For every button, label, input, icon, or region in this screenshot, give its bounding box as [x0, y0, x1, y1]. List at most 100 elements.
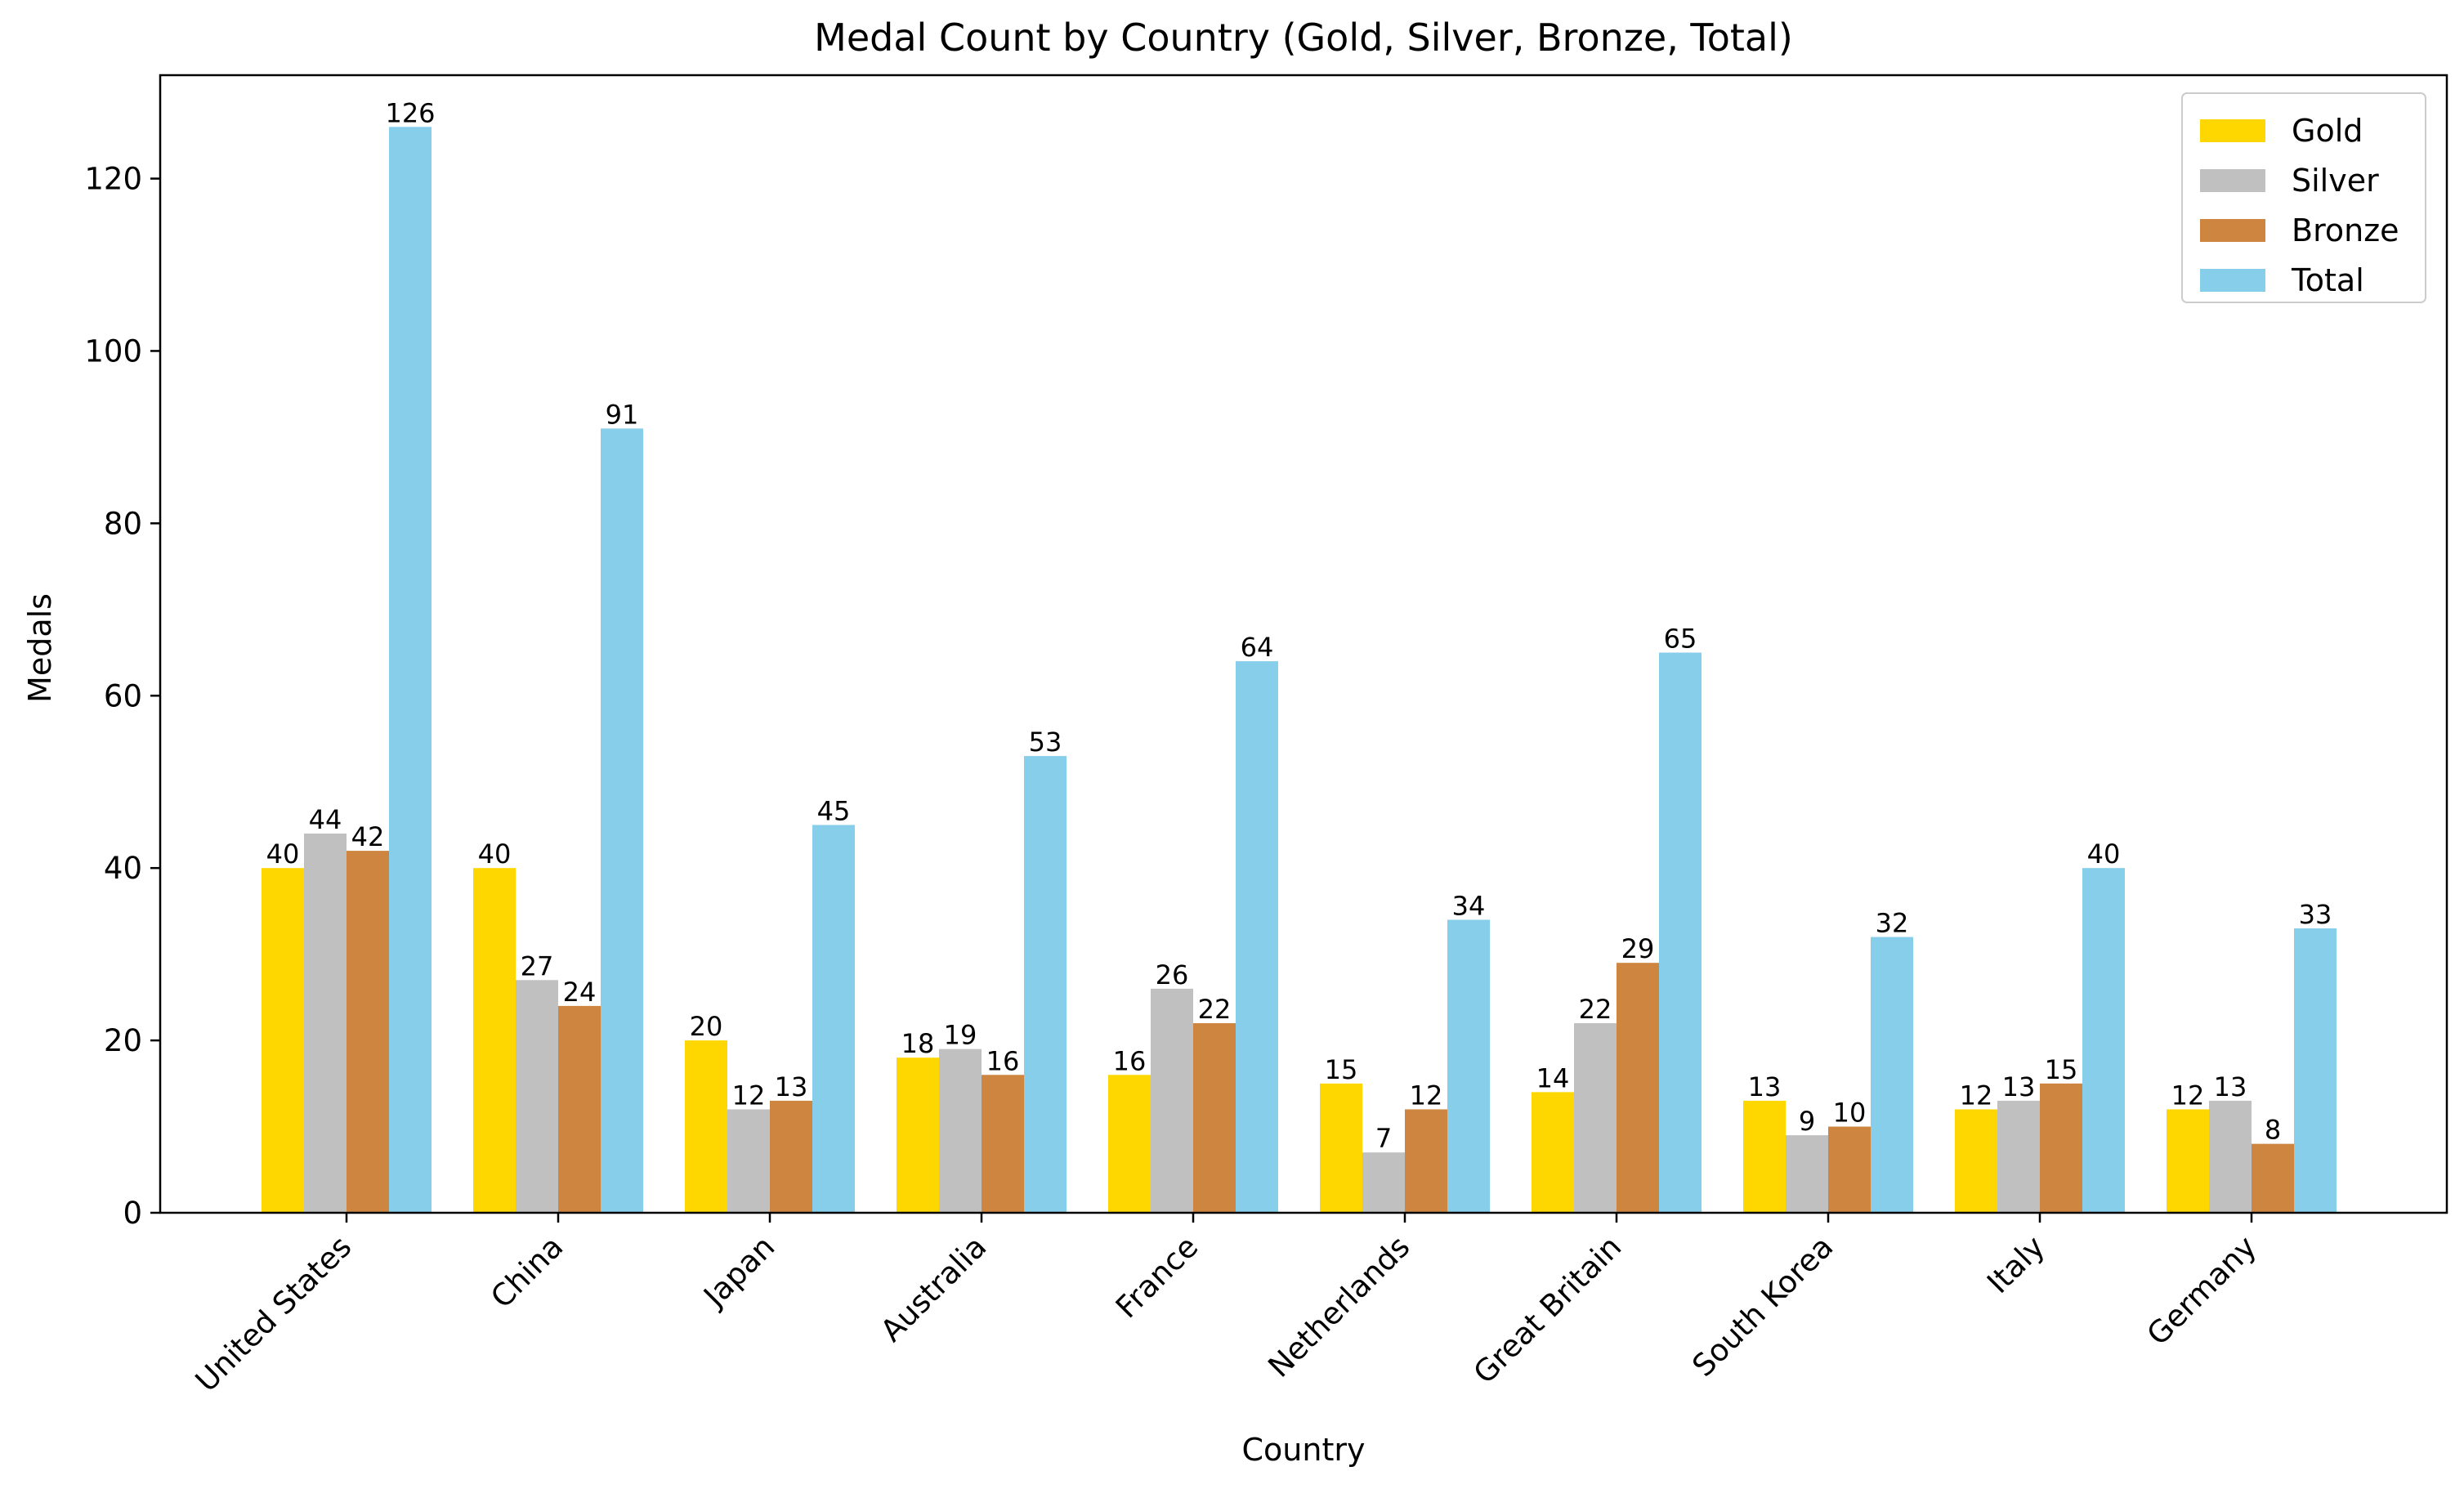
bar-value-label: 13 [775, 1071, 808, 1102]
bar-silver-australia [939, 1049, 982, 1213]
legend-label-gold: Gold [2292, 113, 2363, 149]
chart-title: Medal Count by Country (Gold, Silver, Br… [814, 16, 1793, 60]
legend-box [2181, 92, 2426, 303]
bar-value-label: 9 [1799, 1106, 1815, 1137]
bar-gold-south-korea [1743, 1100, 1786, 1213]
y-tick-label: 100 [84, 333, 142, 369]
bar-silver-south-korea [1786, 1135, 1828, 1213]
bar-value-label: 8 [2265, 1115, 2281, 1146]
bar-value-label: 91 [606, 399, 639, 430]
bar-value-label: 20 [690, 1011, 723, 1042]
bar-value-labels: 40 44 42 126 40 27 24 91 20 12 13 45 18 19 16 53 16 26 22 6… [266, 97, 2332, 1154]
x-tick-label: Netherlands [1261, 1229, 1416, 1384]
bar-gold-china [473, 868, 516, 1213]
bar-total-great-britain [1659, 652, 1702, 1213]
bar-bronze-italy [2040, 1083, 2082, 1213]
bar-total-netherlands [1447, 919, 1490, 1213]
bar-value-label: 42 [351, 821, 385, 852]
bar-silver-france [1151, 988, 1193, 1213]
bar-value-label: 12 [1960, 1080, 1993, 1111]
bar-silver-japan [727, 1109, 770, 1213]
bar-gold-japan [685, 1040, 727, 1213]
x-tick-label: South Korea [1685, 1229, 1840, 1384]
bar-silver-great-britain [1574, 1023, 1617, 1213]
bar-value-label: 16 [1113, 1045, 1147, 1076]
bar-value-label: 12 [2171, 1080, 2205, 1111]
legend-swatch-total [2200, 269, 2265, 292]
bar-gold-australia [897, 1058, 939, 1213]
bar-silver-united-states [304, 834, 347, 1213]
legend-swatch-silver [2200, 169, 2265, 192]
y-tick-label: 80 [104, 506, 142, 541]
bars-layer [262, 127, 2337, 1214]
bar-value-label: 13 [2002, 1071, 2036, 1102]
bar-gold-netherlands [1320, 1083, 1362, 1213]
bar-value-label: 19 [944, 1020, 977, 1051]
legend-swatch-gold [2200, 119, 2265, 142]
y-tick-label: 20 [104, 1023, 142, 1058]
bar-bronze-germany [2252, 1143, 2294, 1213]
x-tick-label: China [484, 1229, 570, 1315]
bar-value-label: 65 [1664, 624, 1697, 655]
bar-value-label: 13 [2214, 1071, 2247, 1102]
legend-label-bronze: Bronze [2292, 212, 2399, 248]
bar-total-japan [812, 825, 855, 1213]
bar-value-label: 40 [266, 838, 300, 870]
bar-silver-germany [2209, 1100, 2252, 1213]
bar-value-label: 29 [1621, 933, 1655, 964]
bar-total-france [1236, 661, 1278, 1213]
x-tick-label: United States [189, 1229, 359, 1399]
bar-value-label: 27 [521, 950, 554, 981]
bar-bronze-japan [770, 1100, 812, 1213]
bar-total-italy [2082, 868, 2125, 1213]
bar-value-label: 22 [1579, 994, 1612, 1025]
bar-silver-netherlands [1362, 1152, 1405, 1213]
legend-label-total: Total [2291, 262, 2364, 298]
y-tick-label: 120 [84, 162, 142, 197]
x-tick-label: France [1109, 1229, 1205, 1325]
bar-bronze-netherlands [1405, 1109, 1447, 1213]
x-tick-label: Australia [874, 1229, 993, 1348]
bar-total-australia [1024, 756, 1067, 1213]
x-tick-label: Germany [2140, 1229, 2264, 1353]
y-tick-label: 0 [123, 1196, 142, 1231]
bar-value-label: 22 [1198, 994, 1232, 1025]
bar-value-label: 126 [385, 97, 435, 128]
x-tick-label: Italy [1980, 1229, 2051, 1300]
legend-label-silver: Silver [2292, 163, 2379, 199]
bar-total-china [601, 428, 643, 1213]
bar-gold-germany [2167, 1109, 2209, 1213]
bar-value-label: 12 [1410, 1080, 1443, 1111]
bar-bronze-australia [982, 1075, 1024, 1213]
bar-value-label: 13 [1748, 1071, 1782, 1102]
y-axis-label: Medals [22, 593, 58, 703]
bar-value-label: 32 [1876, 908, 1909, 939]
bar-total-united-states [389, 127, 432, 1214]
bar-gold-france [1108, 1075, 1151, 1213]
bar-value-label: 16 [986, 1045, 1020, 1076]
x-tick-label: Great Britain [1467, 1229, 1629, 1391]
bar-total-germany [2294, 928, 2337, 1213]
bar-gold-great-britain [1532, 1092, 1574, 1213]
bar-value-label: 44 [309, 804, 342, 835]
bar-silver-italy [1997, 1100, 2040, 1213]
bar-value-label: 7 [1375, 1123, 1392, 1154]
bar-bronze-united-states [347, 851, 389, 1213]
bar-value-label: 14 [1536, 1062, 1570, 1093]
bar-value-label: 53 [1029, 727, 1062, 758]
bar-gold-united-states [262, 868, 304, 1213]
bar-value-label: 26 [1156, 959, 1189, 990]
bar-value-label: 10 [1833, 1098, 1867, 1129]
bar-value-label: 15 [1325, 1054, 1358, 1085]
plot-frame [159, 74, 2448, 1214]
bar-value-label: 64 [1241, 632, 1274, 663]
x-tick-label: Japan [696, 1229, 782, 1315]
bar-value-label: 12 [732, 1080, 766, 1111]
bar-total-south-korea [1871, 937, 1913, 1213]
bar-value-label: 24 [563, 977, 597, 1008]
bar-silver-china [516, 980, 558, 1213]
legend: Gold Silver Bronze Total [2181, 92, 2426, 303]
y-tick-label: 40 [104, 851, 142, 886]
legend-swatch-bronze [2200, 219, 2265, 242]
